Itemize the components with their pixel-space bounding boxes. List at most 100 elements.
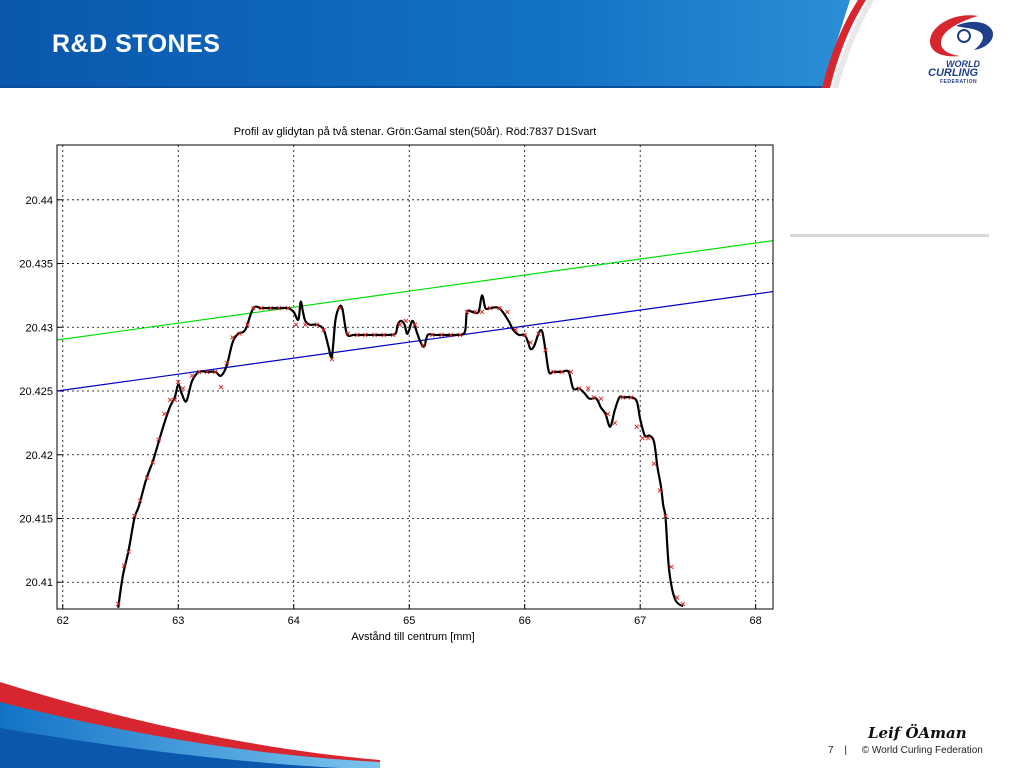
data-point-marker bbox=[167, 397, 173, 403]
x-tick-label: 67 bbox=[634, 615, 646, 627]
data-point-marker bbox=[345, 331, 351, 336]
data-point-marker bbox=[285, 305, 291, 311]
footer-swoosh bbox=[0, 682, 380, 768]
data-point-marker bbox=[645, 435, 651, 441]
data-point-marker bbox=[448, 332, 454, 338]
data-point-marker bbox=[224, 360, 230, 366]
marker-layer bbox=[115, 305, 686, 607]
data-point-marker bbox=[329, 356, 335, 362]
data-point-marker bbox=[381, 332, 387, 338]
data-point-marker bbox=[496, 305, 502, 311]
y-tick-label: 20.44 bbox=[25, 195, 53, 207]
x-tick-label: 66 bbox=[519, 615, 531, 627]
data-point-marker bbox=[568, 369, 574, 375]
data-point-marker bbox=[276, 305, 282, 311]
data-point-marker bbox=[598, 396, 604, 401]
y-tick-label: 20.42 bbox=[25, 450, 53, 462]
data-point-marker bbox=[430, 332, 435, 338]
chart-title: Profil av glidytan på två stenar. Grön:G… bbox=[234, 126, 597, 138]
data-point-marker bbox=[144, 475, 150, 481]
data-point-marker bbox=[505, 309, 510, 315]
data-point-marker bbox=[640, 435, 645, 441]
figure-background bbox=[10, 120, 790, 650]
data-point-marker bbox=[420, 342, 426, 348]
data-point-marker bbox=[605, 411, 611, 417]
copyright-text: © World Curling Federation bbox=[861, 745, 983, 756]
data-point-marker bbox=[321, 327, 327, 333]
data-point-marker bbox=[657, 488, 663, 493]
footer-separator: | bbox=[844, 745, 847, 756]
x-axis-label: Avstånd till centrum [mm] bbox=[351, 631, 474, 643]
plot-frame bbox=[56, 144, 774, 610]
data-point-marker bbox=[137, 498, 143, 503]
data-point-marker bbox=[115, 601, 121, 607]
data-point-marker bbox=[218, 384, 224, 390]
data-point-marker bbox=[576, 386, 582, 391]
data-point-marker bbox=[522, 332, 528, 338]
data-point-marker bbox=[397, 322, 403, 328]
data-point-marker bbox=[293, 322, 299, 328]
x-tick-label: 64 bbox=[288, 615, 300, 627]
data-point-marker bbox=[337, 305, 343, 311]
grid-lines bbox=[57, 145, 773, 609]
data-point-marker bbox=[585, 386, 591, 391]
data-point-marker bbox=[314, 322, 320, 328]
logo-text-curling: CURLING bbox=[928, 67, 979, 79]
data-point-marker bbox=[172, 397, 178, 403]
black-profile-curve bbox=[117, 294, 684, 608]
data-point-marker bbox=[268, 305, 273, 311]
data-point-marker bbox=[126, 549, 131, 554]
data-point-marker bbox=[479, 309, 485, 315]
data-point-marker bbox=[536, 331, 541, 336]
data-point-marker bbox=[363, 332, 368, 338]
data-point-marker bbox=[390, 332, 396, 338]
blue-reference-line bbox=[56, 290, 774, 392]
data-point-marker bbox=[132, 513, 137, 519]
data-point-marker bbox=[230, 335, 235, 340]
y-tick-label: 20.41 bbox=[25, 577, 53, 589]
data-point-marker bbox=[212, 369, 218, 375]
logo-text-federation: FEDERATION bbox=[940, 79, 978, 85]
data-point-marker bbox=[237, 331, 242, 336]
curling-stone-swirl-icon bbox=[929, 15, 994, 57]
footer: 7 | © World Curling Federation bbox=[828, 745, 983, 756]
data-point-marker bbox=[175, 379, 181, 385]
data-point-marker bbox=[259, 305, 264, 311]
data-point-marker bbox=[196, 369, 202, 375]
logo-text-world: WORLD bbox=[946, 59, 980, 69]
data-point-marker bbox=[121, 563, 127, 568]
x-tick-label: 68 bbox=[750, 615, 762, 627]
data-point-marker bbox=[372, 332, 377, 338]
data-point-marker bbox=[464, 309, 470, 315]
y-tick-label: 20.435 bbox=[19, 259, 53, 271]
data-point-marker bbox=[528, 340, 533, 345]
decorative-divider bbox=[783, 234, 989, 237]
data-point-marker bbox=[663, 513, 668, 519]
data-point-marker bbox=[251, 305, 256, 311]
data-point-marker bbox=[403, 318, 409, 324]
header-band bbox=[0, 0, 1024, 88]
slide-title: R&D STONES bbox=[52, 30, 221, 58]
data-point-marker bbox=[302, 322, 308, 328]
data-point-marker bbox=[669, 564, 674, 570]
data-point-marker bbox=[412, 322, 418, 328]
data-point-marker bbox=[354, 332, 360, 338]
y-tick-label: 20.43 bbox=[25, 322, 53, 334]
y-tick-label: 20.415 bbox=[19, 513, 53, 525]
series-layer bbox=[56, 240, 774, 608]
data-point-marker bbox=[204, 369, 210, 375]
page-number: 7 bbox=[828, 745, 834, 756]
data-point-marker bbox=[180, 386, 186, 391]
data-point-marker bbox=[150, 460, 156, 465]
x-tick-label: 63 bbox=[172, 615, 184, 627]
data-point-marker bbox=[612, 420, 618, 426]
data-point-marker bbox=[162, 411, 167, 417]
data-point-marker bbox=[591, 395, 597, 400]
data-point-marker bbox=[551, 369, 556, 375]
data-point-marker bbox=[674, 595, 680, 600]
y-tick-label: 20.425 bbox=[19, 386, 53, 398]
data-point-marker bbox=[680, 601, 686, 607]
data-point-marker bbox=[189, 373, 195, 379]
axis-ticks: 62 63 64 65 66 67 68 20.41 20.415 20.42 20.425 20.4… bbox=[19, 195, 761, 627]
